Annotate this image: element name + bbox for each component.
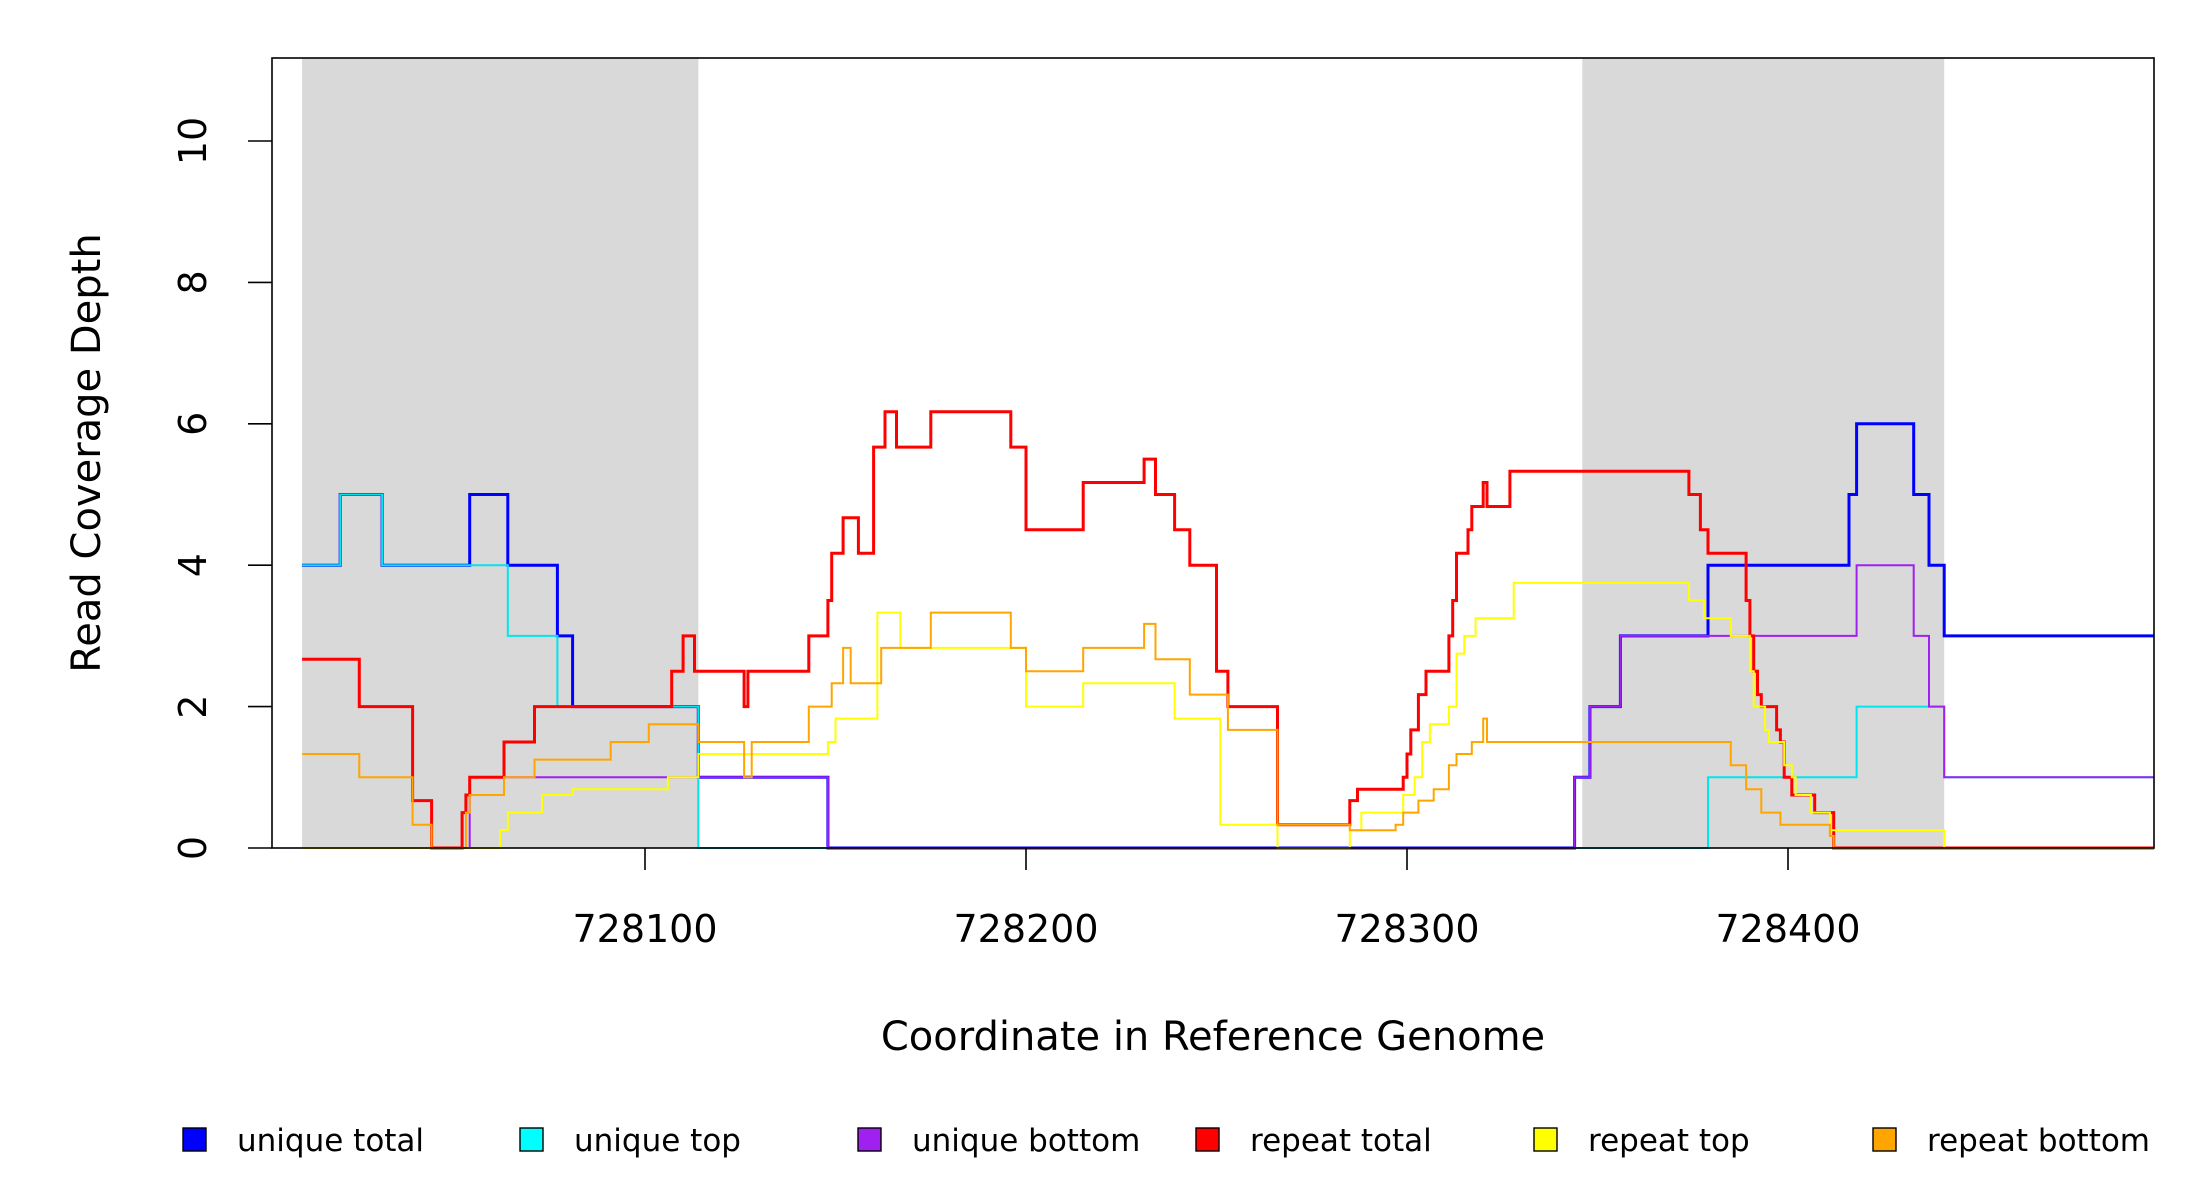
legend-label-unique-top: unique top: [574, 1123, 741, 1159]
legend-label-unique-bottom: unique bottom: [912, 1123, 1140, 1159]
y-tick-label: 6: [171, 412, 215, 436]
legend-label-repeat-top: repeat top: [1588, 1123, 1750, 1159]
x-tick-label: 728200: [953, 907, 1098, 951]
legend-swatch-unique-bottom: [857, 1127, 882, 1152]
series-line-repeat-total: [302, 410, 2154, 850]
legend-label-repeat-bottom: repeat bottom: [1927, 1123, 2150, 1159]
series-lines: [302, 410, 2154, 850]
legend-swatch-repeat-top: [1533, 1127, 1558, 1152]
y-axis-title: Read Coverage Depth: [64, 233, 110, 672]
shaded-regions: [302, 58, 1945, 848]
y-tick-label: 0: [171, 836, 215, 860]
legend-label-unique-total: unique total: [237, 1123, 424, 1159]
shaded-region-1: [302, 58, 699, 848]
y-tick-label: 8: [171, 270, 215, 294]
legend-label-repeat-total: repeat total: [1250, 1123, 1432, 1159]
x-axis-title: Coordinate in Reference Genome: [881, 1014, 1545, 1060]
shaded-region-2: [1582, 58, 1945, 848]
legend-swatch-repeat-total: [1195, 1127, 1220, 1152]
y-axis: 0 2 4 6 8 10: [171, 117, 272, 860]
y-tick-label: 4: [171, 553, 215, 577]
series-line-repeat-top: [302, 581, 2154, 849]
legend-swatch-repeat-bottom: [1872, 1127, 1897, 1152]
x-tick-label: 728300: [1334, 907, 1479, 951]
plot-frame: [271, 57, 2155, 849]
x-tick-label: 728400: [1715, 907, 1860, 951]
y-tick-label: 10: [171, 117, 215, 165]
legend-swatch-unique-total: [182, 1127, 207, 1152]
legend-swatch-unique-top: [519, 1127, 544, 1152]
x-axis: 728100 728200 728300 728400: [572, 848, 1861, 951]
legend: unique total unique top unique bottom repea…: [182, 1123, 2150, 1159]
y-tick-label: 2: [171, 695, 215, 719]
series-line-repeat-bottom: [302, 611, 2154, 849]
series-line-unique-bottom: [302, 564, 2154, 849]
x-tick-label: 728100: [572, 907, 717, 951]
